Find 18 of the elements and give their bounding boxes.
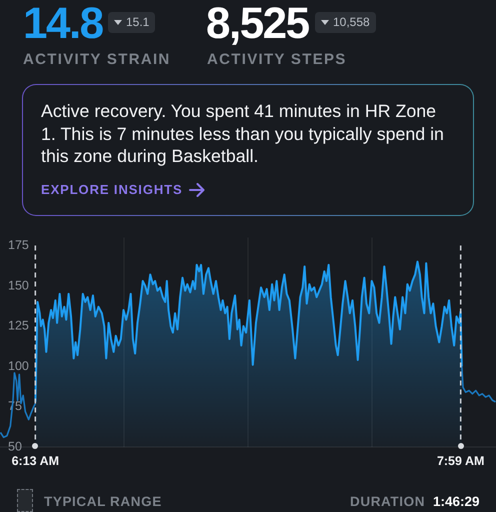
- text: ACTIVITY STRAIN: [23, 51, 171, 68]
- y-tick-label: 175: [8, 238, 29, 252]
- text: DURATION: [350, 494, 426, 509]
- text: 1:46:29: [433, 494, 480, 509]
- text: Active recovery. You spent 41 minutes in HR Zone 1. This is 7 minutes less than you typically spend in this zone during Basketball.: [41, 101, 444, 166]
- y-tick-label: 125: [8, 318, 29, 333]
- text: 14.8: [23, 0, 103, 48]
- x-tick-label: 7:59 AM: [436, 454, 484, 468]
- y-tick-label: 50: [8, 439, 22, 454]
- badge: 10,558: [315, 12, 376, 33]
- text: EXPLORE INSIGHTS: [41, 182, 183, 197]
- y-tick-label: 150: [8, 278, 29, 292]
- text: TYPICAL RANGE: [44, 494, 162, 509]
- y-tick-label: 100: [8, 358, 29, 373]
- text: 8,525: [206, 0, 309, 48]
- badge: 15.1: [108, 12, 156, 33]
- x-tick-label: 6:13 AM: [12, 454, 60, 468]
- text: ACTIVITY STEPS: [207, 51, 347, 68]
